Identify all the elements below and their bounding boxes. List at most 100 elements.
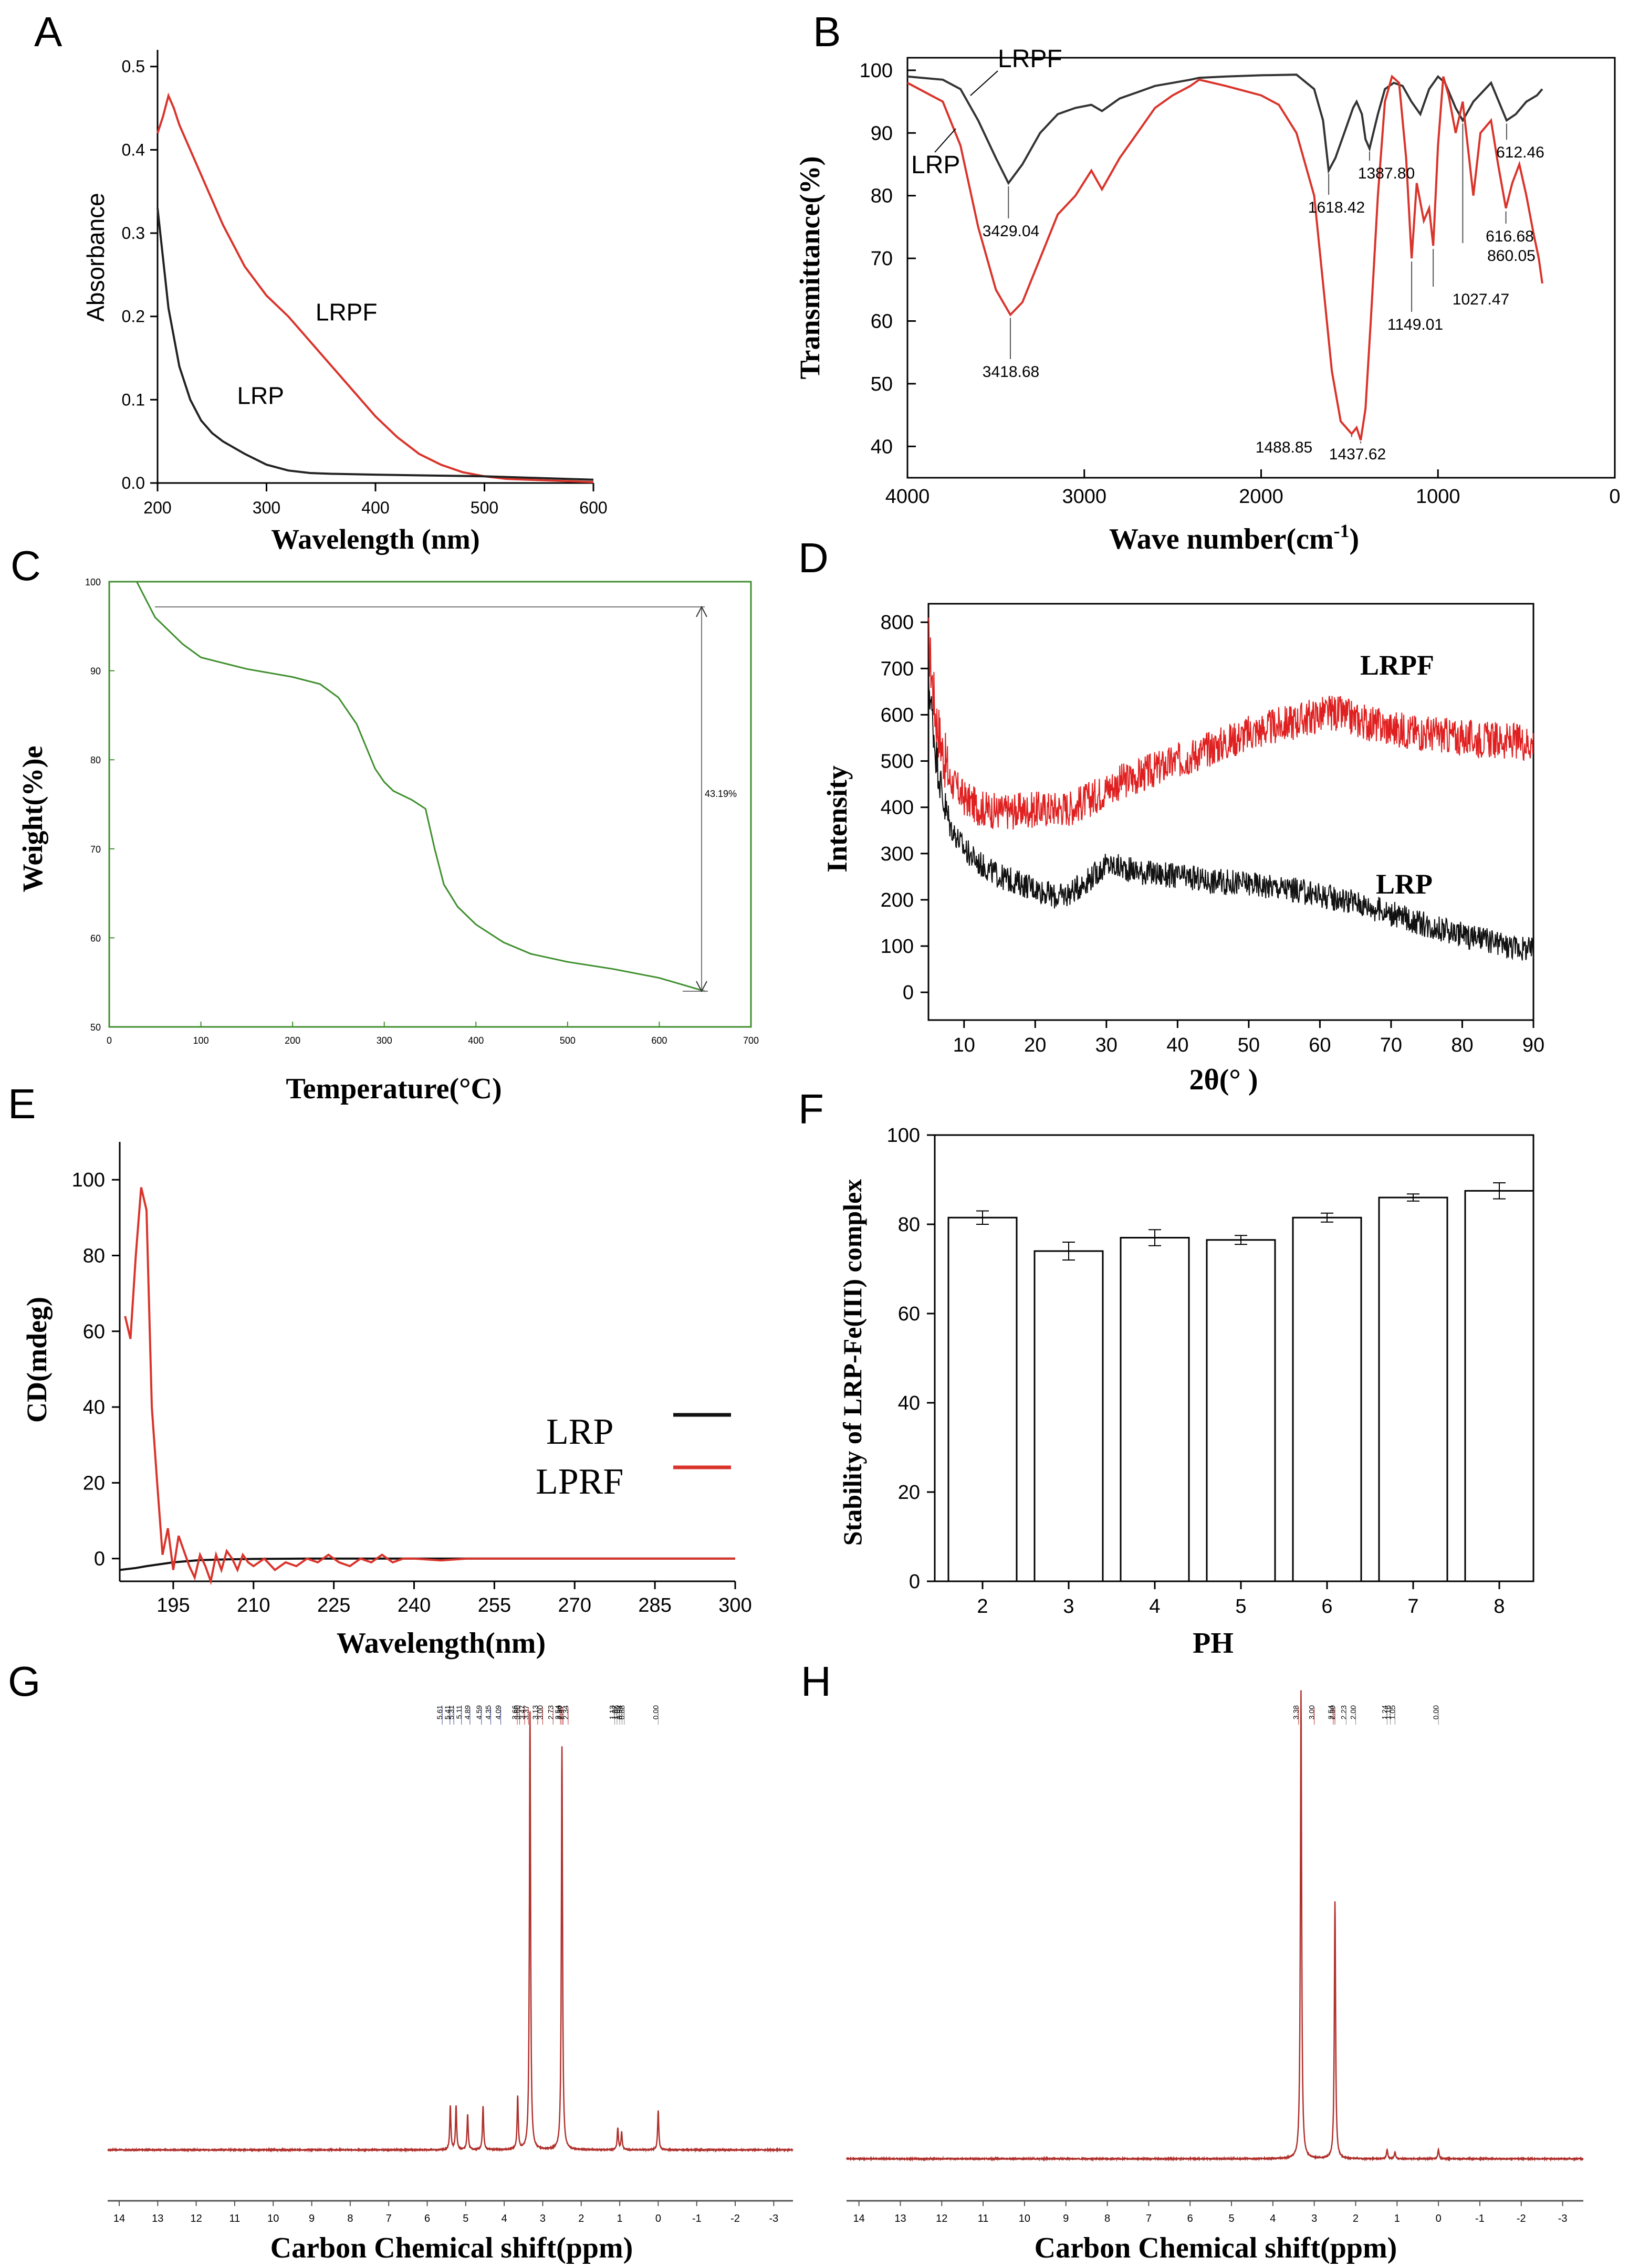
g-x-tick-label: 4 <box>502 2213 507 2224</box>
d-x-tick-label: 70 <box>1380 1034 1402 1056</box>
b-y-tick-label: 80 <box>871 185 893 207</box>
d-y-tick-label: 700 <box>881 658 914 680</box>
a-series-lrp <box>156 208 594 481</box>
f-x-tick-label: 4 <box>1149 1595 1160 1618</box>
h-peak-pick-label: 3.00 <box>1308 1705 1316 1719</box>
g-peak-pick-label: 2.34 <box>561 1705 570 1719</box>
g-peak-pick-label: 0.00 <box>651 1705 660 1719</box>
g-peak-pick-label: 1.00 <box>613 1705 621 1719</box>
h-x-tick-label: 4 <box>1270 2213 1276 2224</box>
panel-f-stability-bar-chart: 0 20 40 60 80 100 2 3 4 5 6 7 8 PH Stability of LRP-… <box>838 1125 1534 1660</box>
g-x-label: Carbon Chemical shift(ppm) <box>270 2232 633 2264</box>
g-x-tick-label: 11 <box>229 2213 241 2224</box>
e-x-tick-label: 285 <box>638 1594 671 1616</box>
b-peak-label: 1027.47 <box>1453 291 1509 308</box>
h-x-tick-label: 10 <box>1019 2213 1030 2224</box>
b-peak-label: 612.46 <box>1496 144 1544 161</box>
g-peak-pick-label: 2.54 <box>554 1705 562 1719</box>
a-x-tick-label: 500 <box>471 498 498 517</box>
g-x-tick-label: 1 <box>617 2213 623 2224</box>
a-y-tick-label: 0.4 <box>122 140 145 159</box>
e-y-tick-label: 100 <box>72 1169 105 1191</box>
g-peak-pick-label: 3.60 <box>513 1705 521 1719</box>
b-peak-label: 3429.04 <box>983 223 1039 240</box>
h-peak-pick-label: 2.23 <box>1339 1705 1348 1719</box>
f-bar <box>1120 1237 1190 1582</box>
d-y-tick-label: 200 <box>881 889 914 911</box>
g-peak-pick-label: 0.94 <box>615 1705 623 1719</box>
c-arrow-down <box>696 981 707 993</box>
h-x-tick-label: -2 <box>1517 2213 1526 2224</box>
a-y-tick-label: 0.3 <box>122 224 145 243</box>
panel-letter-A: A <box>34 8 62 55</box>
a-y-tick-label: 0.1 <box>122 390 145 409</box>
g-peak-pick-label: 4.89 <box>463 1705 472 1719</box>
d-frame <box>927 603 1534 1021</box>
d-x-label-main: 2θ( <box>1189 1064 1229 1096</box>
h-x-tick-label: 3 <box>1311 2213 1317 2224</box>
d-y-tick-label: 300 <box>881 843 914 865</box>
h-peak-pick-label: 2.00 <box>1349 1705 1357 1719</box>
g-spectrum-trace <box>107 1711 793 2153</box>
e-x-tick-label: 240 <box>398 1594 431 1616</box>
b-y-tick-label: 100 <box>860 60 893 82</box>
d-series-lrp <box>928 660 1534 961</box>
c-annotation-percent: 43.19% <box>705 789 737 799</box>
g-x-tick-label: 8 <box>347 2213 353 2224</box>
f-bar <box>1033 1250 1104 1582</box>
f-x-tick-label: 2 <box>977 1595 988 1618</box>
h-x-tick-label: 12 <box>936 2213 947 2224</box>
f-x-tick-label: 3 <box>1063 1595 1074 1618</box>
panel-letter-C: C <box>11 542 41 589</box>
panel-letter-G: G <box>8 1658 40 1705</box>
g-x-tick-label: 10 <box>267 2213 279 2224</box>
e-x-tick-label: 225 <box>317 1594 350 1616</box>
panel-letter-F: F <box>798 1086 824 1132</box>
g-peak-pick-label: 5.41 <box>443 1705 452 1719</box>
panel-h-nmr-spectrum: 3.38 3.00 2.542.50 2.23 2.00 1.241.161.05 0.00… <box>846 1690 1584 2264</box>
e-x-tick-label: 270 <box>558 1594 591 1616</box>
b-x-tick-label: 3000 <box>1062 486 1106 508</box>
c-y-tick-label: 50 <box>90 1022 101 1033</box>
b-peak-label: 1488.85 <box>1256 439 1312 456</box>
b-series-lrp <box>907 75 1543 441</box>
f-y-tick-label: 60 <box>898 1303 920 1325</box>
panel-c-tga-chart: 0 100 200 300 400 500 600 700 50 60 70 80 90 100 43.1… <box>17 577 759 1105</box>
a-annotation-lrpf: LRPF <box>316 299 378 326</box>
f-x-tick-label: 5 <box>1235 1595 1246 1618</box>
g-peak-pick-label: 5.61 <box>435 1705 444 1719</box>
e-y-tick-label: 40 <box>83 1396 105 1419</box>
c-y-tick-label: 80 <box>90 755 101 765</box>
f-bar <box>1378 1196 1448 1582</box>
h-peak-pick-label: 2.50 <box>1328 1705 1336 1719</box>
e-y-tick-label: 0 <box>94 1548 105 1570</box>
b-series-lrpf <box>907 74 1543 185</box>
f-y-tick-label: 100 <box>887 1125 920 1147</box>
g-peak-pick-label: 3.13 <box>531 1705 539 1719</box>
f-y-label: Stability of LRP-Fe(III) complex <box>838 1179 867 1546</box>
b-peak-label: 1387.80 <box>1358 165 1415 182</box>
a-y-tick-label: 0.2 <box>122 307 145 326</box>
b-y-tick-label: 40 <box>871 436 893 458</box>
a-y-tick-label: 0.0 <box>122 474 145 492</box>
f-x-tick-label: 6 <box>1321 1595 1332 1618</box>
a-y-tick-label: 0.5 <box>122 57 145 76</box>
f-y-tick-label: 20 <box>898 1482 920 1504</box>
d-x-tick-label: 80 <box>1451 1034 1473 1056</box>
g-peak-pick-label: 2.50 <box>555 1705 563 1719</box>
b-peak-label: 860.05 <box>1487 247 1536 265</box>
g-peak-pick-label: 2.73 <box>546 1705 555 1719</box>
h-x-tick-label: 14 <box>853 2213 865 2224</box>
e-x-tick-label: 210 <box>237 1594 270 1616</box>
d-x-tick-label: 50 <box>1238 1034 1260 1056</box>
c-y-tick-label: 70 <box>90 844 101 855</box>
a-annotation-lrp: LRP <box>237 382 284 409</box>
panel-b-ftir-chart: 4000 3000 2000 1000 0 40 50 60 70 80 90 100 3429.04… <box>794 45 1621 555</box>
g-x-tick-label: 5 <box>463 2213 468 2224</box>
e-x-tick-label: 195 <box>156 1594 190 1616</box>
panel-e-cd-chart: 195 210 225 240 255 270 285 300 0 20 40 60 80 100 LRP… <box>21 1142 752 1660</box>
h-x-tick-label: 0 <box>1436 2213 1442 2224</box>
b-frame <box>906 57 1616 479</box>
panel-letter-E: E <box>8 1080 36 1127</box>
